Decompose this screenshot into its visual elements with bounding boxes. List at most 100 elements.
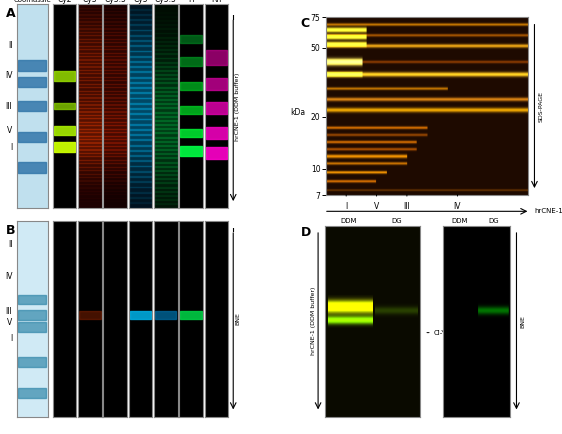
Bar bbox=[78, 11, 102, 15]
Bar bbox=[154, 141, 178, 146]
Bar bbox=[129, 202, 152, 208]
Bar bbox=[78, 108, 102, 112]
Bar bbox=[129, 50, 152, 57]
Bar bbox=[206, 78, 227, 90]
Bar bbox=[78, 191, 102, 194]
Bar bbox=[180, 57, 202, 66]
Bar bbox=[103, 32, 127, 36]
Bar bbox=[78, 63, 102, 66]
Bar bbox=[155, 311, 176, 319]
Bar bbox=[78, 4, 102, 8]
Bar bbox=[54, 126, 75, 135]
Bar bbox=[103, 115, 127, 118]
Bar bbox=[78, 160, 102, 163]
Bar bbox=[154, 191, 178, 196]
Bar bbox=[129, 3, 152, 10]
Bar bbox=[19, 295, 46, 304]
Bar bbox=[103, 108, 127, 112]
Text: IV: IV bbox=[5, 71, 12, 80]
Bar bbox=[78, 177, 102, 181]
Bar bbox=[129, 35, 152, 41]
Bar bbox=[206, 147, 227, 159]
Bar bbox=[78, 7, 102, 11]
Bar bbox=[130, 311, 151, 319]
Bar bbox=[206, 50, 227, 65]
Bar bbox=[154, 45, 178, 50]
Bar bbox=[129, 19, 152, 25]
Bar bbox=[78, 91, 102, 94]
Bar bbox=[154, 128, 178, 133]
Bar bbox=[78, 94, 102, 98]
Bar bbox=[78, 49, 102, 53]
Bar bbox=[154, 166, 178, 171]
Bar bbox=[78, 39, 102, 43]
Bar bbox=[103, 142, 127, 146]
Title: Cy3: Cy3 bbox=[83, 0, 97, 3]
Bar bbox=[103, 160, 127, 163]
Text: BNE: BNE bbox=[521, 315, 525, 328]
Text: II: II bbox=[8, 41, 12, 49]
Bar bbox=[103, 11, 127, 15]
Bar bbox=[103, 132, 127, 136]
Text: I: I bbox=[345, 202, 347, 211]
Bar bbox=[154, 62, 178, 67]
Bar bbox=[129, 108, 152, 114]
Bar bbox=[103, 184, 127, 187]
Text: B: B bbox=[6, 224, 15, 237]
Bar bbox=[103, 42, 127, 46]
Bar bbox=[129, 61, 152, 67]
Bar bbox=[154, 199, 178, 204]
Bar bbox=[103, 163, 127, 167]
Bar bbox=[154, 41, 178, 46]
Bar bbox=[103, 135, 127, 139]
Text: I: I bbox=[10, 334, 12, 343]
Bar bbox=[206, 102, 227, 115]
Bar bbox=[19, 357, 46, 367]
Bar bbox=[79, 311, 101, 319]
Text: CI-YFP: CI-YFP bbox=[434, 329, 455, 335]
Bar bbox=[78, 135, 102, 139]
Title: Coomassie: Coomassie bbox=[13, 0, 51, 3]
Bar bbox=[19, 60, 46, 71]
Bar bbox=[78, 87, 102, 91]
Bar bbox=[154, 20, 178, 25]
Bar bbox=[103, 70, 127, 73]
Bar bbox=[103, 77, 127, 80]
Text: V: V bbox=[7, 126, 12, 135]
Bar bbox=[103, 7, 127, 11]
Bar bbox=[54, 142, 75, 152]
Text: kDa: kDa bbox=[291, 108, 306, 117]
Bar bbox=[154, 158, 178, 162]
Bar bbox=[103, 153, 127, 157]
Text: IV: IV bbox=[454, 202, 461, 211]
Bar bbox=[78, 70, 102, 73]
Bar bbox=[103, 73, 127, 77]
Bar bbox=[103, 80, 127, 84]
Bar bbox=[78, 139, 102, 143]
Bar bbox=[129, 14, 152, 20]
Bar bbox=[154, 182, 178, 187]
Bar bbox=[154, 66, 178, 71]
Bar bbox=[103, 205, 127, 208]
Bar bbox=[154, 70, 178, 75]
Bar bbox=[129, 40, 152, 46]
Bar bbox=[154, 116, 178, 121]
Bar bbox=[78, 98, 102, 101]
Bar bbox=[103, 49, 127, 53]
Bar bbox=[129, 66, 152, 72]
Bar bbox=[129, 0, 152, 4]
Bar bbox=[78, 201, 102, 205]
Bar bbox=[19, 101, 46, 112]
Bar bbox=[154, 178, 178, 183]
Bar bbox=[78, 111, 102, 115]
Bar bbox=[78, 32, 102, 36]
Bar bbox=[154, 95, 178, 100]
Bar bbox=[103, 174, 127, 177]
Bar bbox=[129, 56, 152, 62]
Bar bbox=[103, 139, 127, 143]
Bar bbox=[78, 198, 102, 201]
Bar bbox=[103, 156, 127, 160]
Bar bbox=[78, 167, 102, 170]
Bar bbox=[19, 132, 46, 142]
Bar bbox=[180, 129, 202, 137]
